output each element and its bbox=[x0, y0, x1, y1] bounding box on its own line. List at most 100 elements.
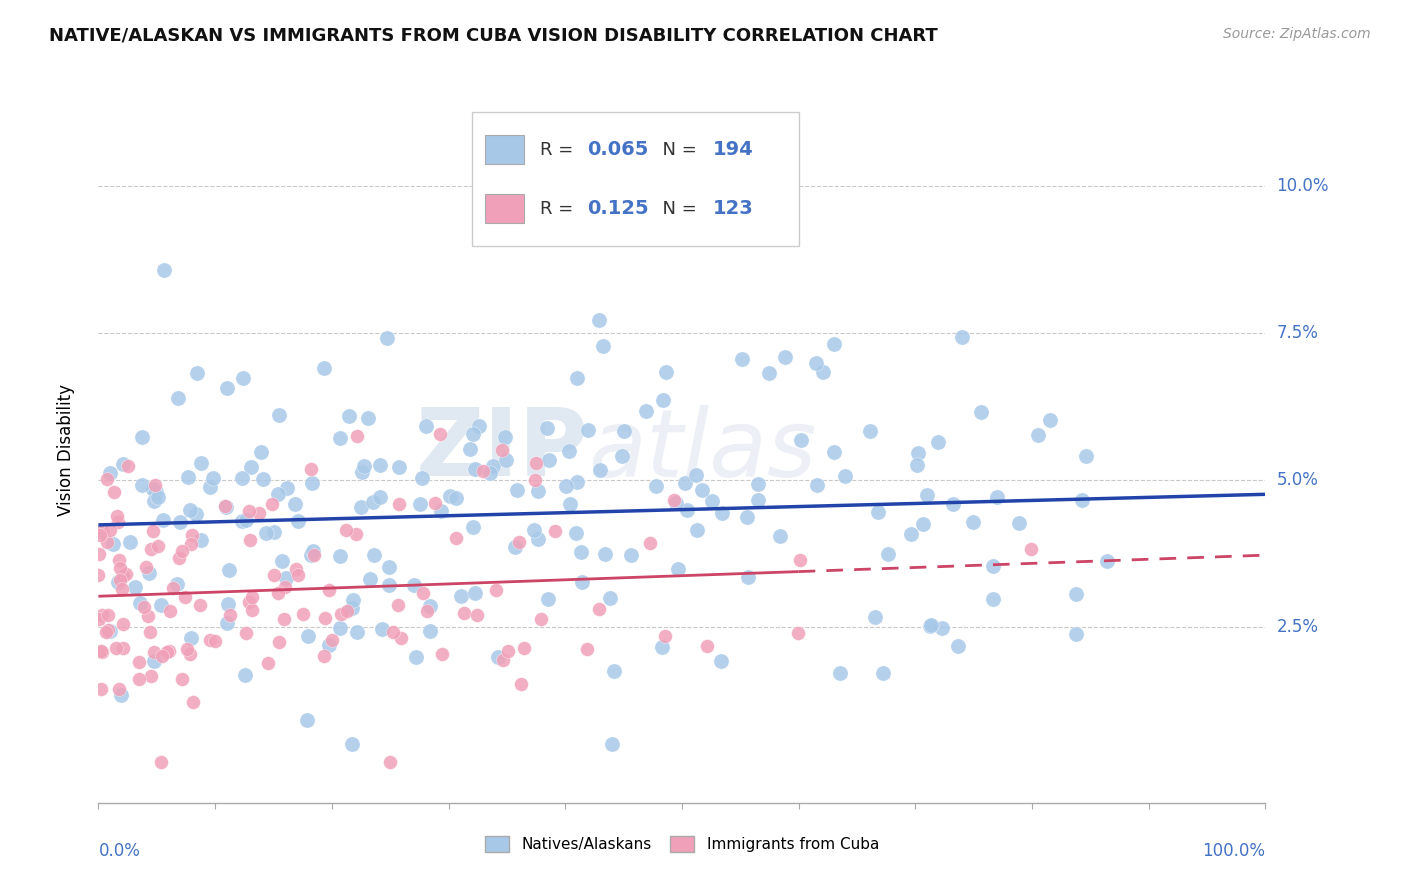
Natives/Alaskans bbox=[190, 456, 212, 470]
Immigrants from Cuba bbox=[240, 591, 263, 605]
Natives/Alaskans bbox=[603, 664, 626, 678]
Natives/Alaskans bbox=[361, 495, 384, 509]
Natives/Alaskans bbox=[378, 560, 401, 574]
Natives/Alaskans bbox=[461, 426, 484, 441]
Natives/Alaskans bbox=[567, 475, 589, 490]
Immigrants from Cuba bbox=[87, 568, 110, 582]
Immigrants from Cuba bbox=[90, 643, 112, 657]
Natives/Alaskans bbox=[318, 638, 340, 652]
Immigrants from Cuba bbox=[156, 645, 179, 659]
Natives/Alaskans bbox=[775, 351, 797, 365]
Natives/Alaskans bbox=[702, 494, 724, 508]
Text: N =: N = bbox=[651, 200, 703, 218]
Natives/Alaskans bbox=[186, 507, 208, 521]
Immigrants from Cuba bbox=[1021, 541, 1043, 556]
Natives/Alaskans bbox=[737, 570, 759, 584]
Natives/Alaskans bbox=[686, 523, 709, 537]
Natives/Alaskans bbox=[346, 625, 368, 640]
Natives/Alaskans bbox=[495, 453, 517, 467]
Natives/Alaskans bbox=[464, 586, 486, 600]
Text: 0.0%: 0.0% bbox=[98, 842, 141, 860]
Natives/Alaskans bbox=[235, 513, 257, 527]
Natives/Alaskans bbox=[179, 503, 201, 517]
Natives/Alaskans bbox=[872, 666, 894, 681]
Natives/Alaskans bbox=[758, 366, 780, 380]
Immigrants from Cuba bbox=[157, 644, 180, 658]
Natives/Alaskans bbox=[142, 494, 165, 508]
Text: 0.065: 0.065 bbox=[588, 140, 648, 159]
Immigrants from Cuba bbox=[238, 504, 260, 518]
Natives/Alaskans bbox=[153, 263, 176, 277]
Immigrants from Cuba bbox=[446, 531, 468, 545]
Natives/Alaskans bbox=[876, 547, 898, 561]
Text: R =: R = bbox=[540, 141, 579, 159]
Natives/Alaskans bbox=[337, 409, 360, 424]
Natives/Alaskans bbox=[284, 497, 307, 511]
Text: 7.5%: 7.5% bbox=[1277, 324, 1319, 342]
Natives/Alaskans bbox=[299, 549, 322, 563]
Natives/Alaskans bbox=[1070, 493, 1092, 508]
Immigrants from Cuba bbox=[148, 539, 170, 553]
Natives/Alaskans bbox=[217, 597, 239, 611]
Immigrants from Cuba bbox=[485, 583, 508, 598]
Natives/Alaskans bbox=[1074, 449, 1097, 463]
Natives/Alaskans bbox=[198, 480, 221, 494]
Text: ZIP: ZIP bbox=[416, 404, 589, 497]
Natives/Alaskans bbox=[503, 541, 526, 555]
Immigrants from Cuba bbox=[344, 527, 367, 541]
Natives/Alaskans bbox=[312, 361, 335, 376]
Natives/Alaskans bbox=[479, 466, 502, 480]
Natives/Alaskans bbox=[986, 490, 1008, 504]
Natives/Alaskans bbox=[645, 479, 668, 493]
Natives/Alaskans bbox=[169, 515, 191, 529]
Immigrants from Cuba bbox=[111, 582, 134, 596]
Immigrants from Cuba bbox=[89, 528, 111, 542]
Natives/Alaskans bbox=[651, 640, 673, 654]
Natives/Alaskans bbox=[276, 482, 298, 496]
Natives/Alaskans bbox=[962, 515, 984, 529]
Immigrants from Cuba bbox=[432, 647, 454, 661]
Natives/Alaskans bbox=[232, 371, 254, 385]
Natives/Alaskans bbox=[329, 622, 352, 636]
Natives/Alaskans bbox=[402, 578, 425, 592]
Immigrants from Cuba bbox=[416, 603, 439, 617]
Immigrants from Cuba bbox=[179, 647, 201, 661]
Natives/Alaskans bbox=[789, 433, 811, 447]
Immigrants from Cuba bbox=[103, 484, 125, 499]
Natives/Alaskans bbox=[673, 476, 696, 491]
Natives/Alaskans bbox=[377, 577, 399, 591]
Immigrants from Cuba bbox=[491, 443, 513, 458]
Natives/Alaskans bbox=[107, 575, 129, 590]
Natives/Alaskans bbox=[302, 544, 325, 558]
Immigrants from Cuba bbox=[388, 497, 411, 511]
Natives/Alaskans bbox=[419, 624, 441, 639]
Natives/Alaskans bbox=[301, 475, 323, 490]
Immigrants from Cuba bbox=[107, 508, 129, 523]
Natives/Alaskans bbox=[150, 598, 173, 612]
Natives/Alaskans bbox=[1007, 516, 1029, 530]
Natives/Alaskans bbox=[981, 559, 1004, 574]
Immigrants from Cuba bbox=[204, 634, 226, 648]
Immigrants from Cuba bbox=[149, 755, 172, 769]
Immigrants from Cuba bbox=[117, 458, 139, 473]
Natives/Alaskans bbox=[190, 533, 212, 547]
Immigrants from Cuba bbox=[238, 594, 260, 608]
Natives/Alaskans bbox=[138, 566, 160, 580]
Natives/Alaskans bbox=[176, 469, 198, 483]
Immigrants from Cuba bbox=[96, 473, 118, 487]
Natives/Alaskans bbox=[576, 423, 599, 437]
Natives/Alaskans bbox=[613, 425, 636, 439]
Immigrants from Cuba bbox=[162, 581, 184, 595]
Natives/Alaskans bbox=[444, 491, 467, 505]
Immigrants from Cuba bbox=[492, 653, 515, 667]
Immigrants from Cuba bbox=[240, 603, 263, 617]
Text: atlas: atlas bbox=[589, 405, 817, 496]
Natives/Alaskans bbox=[202, 471, 225, 485]
Natives/Alaskans bbox=[408, 498, 430, 512]
Natives/Alaskans bbox=[215, 500, 238, 514]
Natives/Alaskans bbox=[823, 445, 845, 459]
Natives/Alaskans bbox=[110, 688, 132, 702]
Natives/Alaskans bbox=[931, 621, 953, 635]
Text: 10.0%: 10.0% bbox=[1277, 178, 1329, 195]
Immigrants from Cuba bbox=[314, 649, 336, 664]
